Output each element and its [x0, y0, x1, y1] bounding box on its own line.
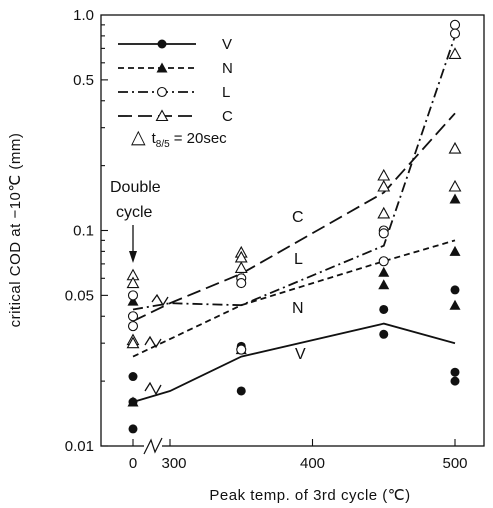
data-point-v	[379, 304, 389, 314]
series-line-n	[132, 239, 456, 358]
legend-label: C	[222, 108, 233, 125]
series-points	[126, 19, 462, 434]
data-point-v	[236, 386, 246, 396]
data-point-v	[450, 367, 460, 377]
legend-label: N	[222, 60, 233, 77]
x-tick-label: 400	[300, 455, 325, 472]
double-cycle-arrow	[129, 225, 137, 263]
data-point-v	[128, 372, 138, 382]
y-tick-label: 0.5	[73, 72, 94, 89]
data-point-c	[126, 336, 140, 349]
y-axis-title: critical COD at −10℃ (mm)	[7, 133, 24, 328]
data-point-l	[127, 290, 139, 301]
t85-annotation: △ t8/5 = 20sec	[131, 127, 227, 150]
legend-label: V	[222, 36, 232, 53]
data-point-c	[377, 206, 391, 219]
curve-label-v: V	[295, 346, 306, 363]
y-tick-label: 0.05	[65, 287, 94, 304]
data-point-n	[378, 266, 390, 277]
data-point-v	[450, 376, 460, 386]
y-ticks: 0.01 0.05 0.1 0.5 1.0	[65, 7, 108, 455]
legend-marker	[155, 109, 169, 122]
x-tick-label: 0	[129, 455, 137, 472]
series-line-l	[132, 35, 456, 311]
curve-label-c: C	[292, 209, 304, 226]
curve-label-n: N	[292, 300, 304, 317]
data-point-c	[448, 47, 462, 59]
data-point-v	[379, 329, 389, 339]
y-tick-label: 1.0	[73, 7, 94, 24]
double-cycle-label-line1: Double	[110, 179, 161, 196]
data-point-c	[377, 179, 391, 192]
data-point-c	[234, 261, 248, 274]
legend-marker	[157, 39, 167, 49]
data-point-l	[127, 321, 139, 332]
data-point-n	[378, 279, 390, 290]
series-line-c	[132, 112, 456, 322]
legend-item-l: L	[118, 84, 230, 101]
data-point-v	[450, 285, 460, 295]
data-point-c	[448, 179, 462, 192]
x-axis-title: Peak temp. of 3rd cycle (℃)	[209, 487, 410, 504]
data-point-c	[448, 141, 462, 154]
data-point-l	[127, 311, 139, 322]
data-point-l	[449, 19, 461, 30]
y-tick-label: 0.1	[73, 223, 94, 240]
data-point-n	[127, 396, 139, 407]
series-lines	[132, 35, 456, 403]
series-line-v	[132, 322, 456, 403]
legend-item-v: V	[118, 36, 232, 53]
data-point-c	[126, 276, 140, 289]
data-point-l	[236, 344, 247, 355]
x-axis-break	[143, 437, 163, 455]
legend-marker	[156, 62, 168, 73]
data-point-l	[236, 278, 247, 289]
data-point-v	[128, 424, 138, 434]
curve-label-l: L	[294, 251, 303, 268]
legend-label: L	[222, 84, 230, 101]
data-point-l	[449, 28, 461, 39]
data-point-n	[449, 299, 461, 310]
curve-breaks	[144, 293, 169, 396]
data-point-n	[449, 193, 461, 204]
double-cycle-label-line2: cycle	[116, 204, 153, 221]
legend-marker	[156, 86, 168, 98]
x-ticks: 0 300 400 500	[129, 439, 468, 472]
data-point-n	[127, 295, 139, 306]
data-point-n	[449, 245, 461, 256]
legend-item-c: C	[118, 108, 233, 125]
x-tick-label: 300	[161, 455, 186, 472]
data-point-l	[378, 228, 389, 239]
data-point-l	[378, 256, 389, 267]
y-tick-label: 0.01	[65, 438, 94, 455]
legend-item-n: N	[118, 60, 233, 77]
x-tick-label: 500	[442, 455, 467, 472]
